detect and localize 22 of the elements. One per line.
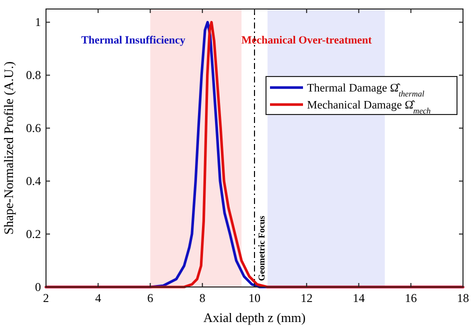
x-axis-title: Axial depth z (mm): [203, 310, 306, 325]
annotation: Mechanical Over-treatment: [241, 34, 372, 46]
ref-line-label: Geometric Focus: [256, 215, 266, 281]
annotation: Thermal Insufficiency: [81, 34, 186, 46]
x-tick-label: 18: [457, 291, 469, 305]
y-tick-label: 0.8: [26, 68, 41, 82]
x-tick-label: 12: [300, 291, 313, 305]
x-tick-label: 2: [43, 291, 49, 305]
x-tick-label: 4: [95, 291, 102, 305]
legend-label: Mechanical Damage Ω̂$_{mech}$: [307, 100, 431, 116]
y-tick-label: 0: [35, 280, 41, 294]
y-tick-label: 0.6: [26, 121, 41, 136]
x-tick-label: 16: [404, 291, 417, 305]
y-tick-label: 0.4: [26, 174, 41, 188]
x-tick-label: 6: [147, 291, 154, 305]
y-tick-label: 0.2: [26, 227, 41, 242]
legend-label: Thermal Damage Ω̂$_{thermal}$: [307, 82, 425, 98]
y-axis-title: Shape-Normalized Profile (A.U.): [1, 61, 16, 235]
x-tick-label: 14: [352, 291, 365, 305]
x-tick-label: 10: [248, 291, 260, 305]
x-tick-label: 8: [199, 291, 206, 305]
y-tick-label: 1: [35, 15, 41, 30]
